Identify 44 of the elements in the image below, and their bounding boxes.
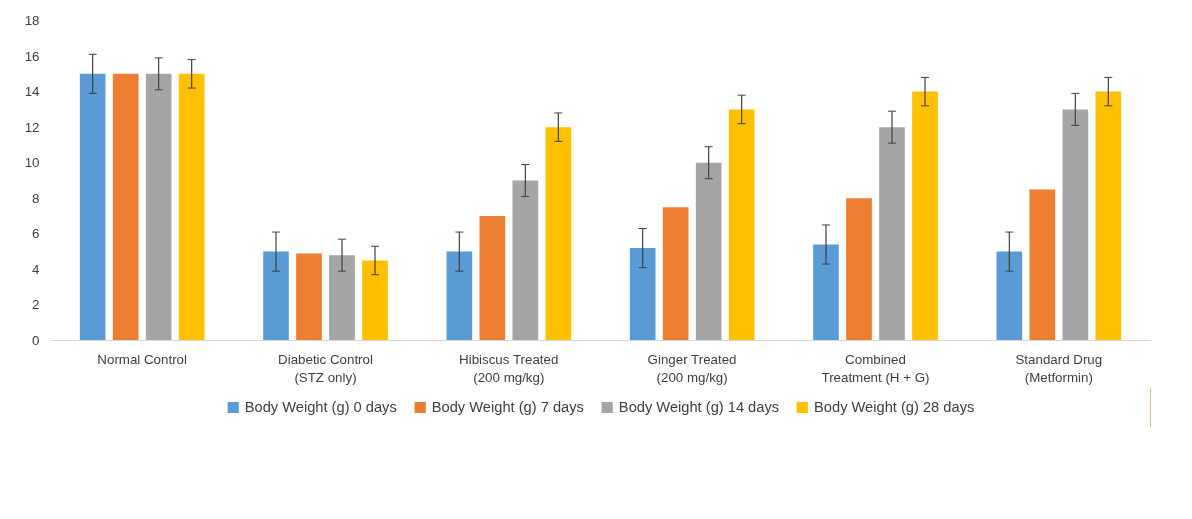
bar bbox=[846, 198, 872, 341]
bar bbox=[1029, 189, 1056, 341]
bar bbox=[362, 260, 388, 341]
bar bbox=[263, 251, 289, 341]
bar bbox=[996, 251, 1023, 341]
y-tick-label: 14 bbox=[24, 84, 41, 100]
bar bbox=[446, 251, 473, 341]
y-tick-label: 18 bbox=[24, 13, 40, 28]
bar bbox=[545, 127, 572, 341]
x-tick-label: Diabetic Control (STZ only) bbox=[278, 351, 373, 385]
legend-label: Body Weight (g) 28 days bbox=[814, 399, 975, 415]
bar bbox=[296, 253, 322, 341]
legend-label: Body Weight (g) 7 days bbox=[431, 399, 584, 415]
bar bbox=[879, 127, 905, 341]
x-tick-label: Normal Control bbox=[97, 351, 188, 367]
y-tick-label: 0 bbox=[32, 333, 40, 348]
bar bbox=[329, 255, 355, 341]
legend-label: Body Weight (g) 0 days bbox=[244, 399, 397, 415]
y-tick-label: 10 bbox=[24, 155, 40, 171]
x-tick-label: Hibiscus Treated (200 mg/kg) bbox=[459, 351, 559, 385]
legend-label: Body Weight (g) 14 days bbox=[618, 399, 780, 415]
bar bbox=[813, 244, 839, 341]
bar bbox=[728, 109, 755, 341]
bar bbox=[178, 73, 205, 341]
bar bbox=[512, 180, 539, 341]
bar bbox=[1095, 91, 1122, 341]
y-tick-label: 16 bbox=[24, 48, 40, 64]
x-tick-label: Combined Treatment (H + G) bbox=[821, 351, 930, 385]
y-tick-label: 6 bbox=[32, 226, 40, 242]
y-tick-label: 12 bbox=[24, 119, 40, 135]
bar bbox=[695, 162, 722, 341]
bar bbox=[1062, 109, 1089, 341]
y-tick-label: 8 bbox=[32, 190, 40, 206]
bar bbox=[662, 207, 689, 341]
x-tick-label: Standard Drug (Metformin) bbox=[1015, 351, 1103, 385]
bar bbox=[145, 73, 172, 341]
bar bbox=[912, 91, 938, 341]
y-tick-label: 4 bbox=[32, 261, 41, 277]
y-tick-label: 2 bbox=[32, 297, 40, 313]
bar bbox=[479, 216, 506, 341]
bar bbox=[629, 248, 656, 341]
x-tick-label: Ginger Treated (200 mg/kg) bbox=[647, 351, 737, 385]
bar bbox=[79, 73, 106, 341]
bar bbox=[112, 73, 139, 341]
